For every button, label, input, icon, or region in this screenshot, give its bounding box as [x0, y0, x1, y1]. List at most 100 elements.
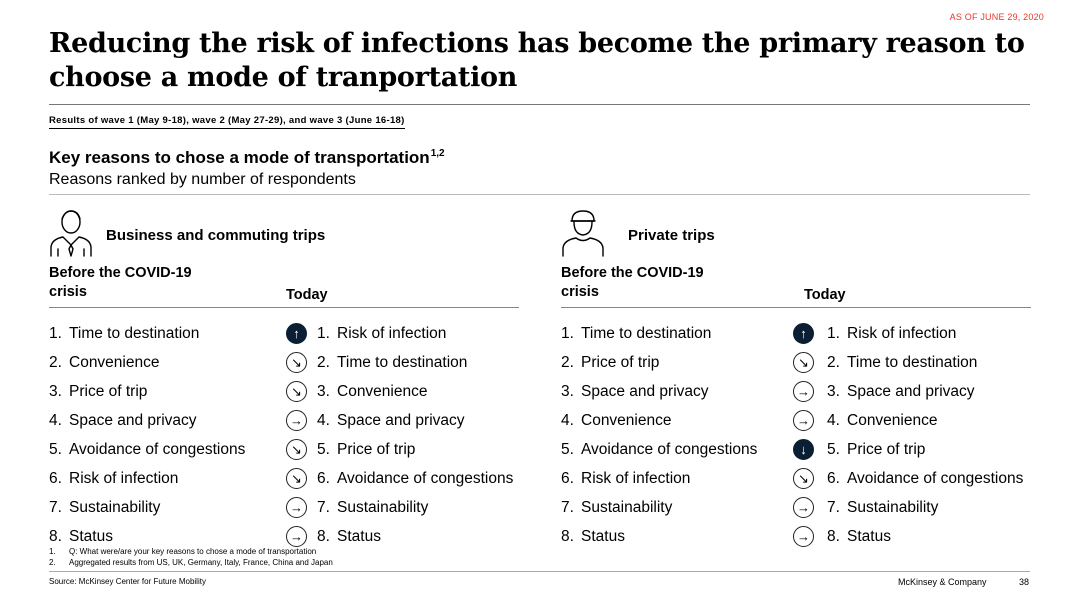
section-divider [49, 194, 1030, 195]
panel-title: Business and commuting trips [106, 227, 326, 244]
today-rank: 6. [827, 470, 840, 487]
arrow-up-icon: ↑ [286, 323, 307, 344]
arrow-down-right-icon: ↘ [286, 468, 307, 489]
today-reason-label: Sustainability [847, 499, 939, 516]
today-reason: 8. Status [317, 528, 381, 546]
footnote-text: Aggregated results from US, UK, Germany,… [69, 558, 333, 567]
before-rank: 2. [49, 354, 62, 371]
today-reason: 1. Risk of infection [317, 325, 446, 343]
arrow-right-icon: → [793, 497, 814, 518]
before-column-header: Before the COVID-19 crisis [49, 265, 192, 300]
before-rank: 3. [561, 383, 574, 400]
ranking-row: 3. Space and privacy → 3. Space and privacy [561, 381, 1031, 412]
businessman-icon [50, 210, 92, 257]
today-reason-label: Risk of infection [337, 325, 447, 342]
today-reason: 3. Convenience [317, 383, 427, 401]
before-rank: 6. [49, 470, 62, 487]
today-reason-label: Avoidance of congestions [847, 470, 1024, 487]
before-reason-label: Avoidance of congestions [581, 441, 758, 458]
before-reason: 6. Risk of infection [561, 470, 690, 488]
arrow-right-icon: → [793, 526, 814, 547]
today-reason: 5. Price of trip [827, 441, 925, 459]
today-reason-label: Space and privacy [337, 412, 465, 429]
footnote-1: 1. Q: What were/are your key reasons to c… [49, 546, 333, 557]
today-rank: 5. [317, 441, 330, 458]
before-reason: 5. Avoidance of congestions [561, 441, 757, 459]
before-reason-label: Price of trip [581, 354, 660, 371]
today-reason-label: Risk of infection [847, 325, 957, 342]
footnote-number: 2. [49, 558, 56, 567]
before-reason: 1. Time to destination [561, 325, 711, 343]
today-reason-label: Sustainability [337, 499, 429, 516]
panel-title: Private trips [628, 227, 715, 244]
today-reason-label: Avoidance of congestions [337, 470, 514, 487]
today-reason-label: Convenience [337, 383, 428, 400]
today-rank: 1. [317, 325, 330, 342]
before-rank: 5. [561, 441, 574, 458]
before-reason: 1. Time to destination [49, 325, 199, 343]
before-reason-label: Convenience [581, 412, 672, 429]
source-note: Source: McKinsey Center for Future Mobil… [49, 577, 206, 586]
before-reason: 8. Status [49, 528, 113, 546]
ranking-row: 5. Avoidance of congestions ↘ 5. Price of tr… [49, 439, 519, 470]
today-reason: 6. Avoidance of congestions [317, 470, 513, 488]
today-rank: 8. [317, 528, 330, 545]
before-rank: 4. [561, 412, 574, 429]
today-reason-label: Space and privacy [847, 383, 975, 400]
title-divider [49, 104, 1030, 105]
before-reason-label: Sustainability [69, 499, 161, 516]
before-rank: 1. [561, 325, 574, 342]
section-title: Key reasons to chose a mode of transport… [49, 148, 445, 168]
today-reason: 1. Risk of infection [827, 325, 956, 343]
today-rank: 2. [827, 354, 840, 371]
before-reason-label: Time to destination [581, 325, 712, 342]
arrow-down-right-icon: ↘ [286, 381, 307, 402]
arrow-right-icon: → [286, 497, 307, 518]
today-reason-label: Convenience [847, 412, 938, 429]
panel-business-commuting: Business and commuting trips Before the … [49, 205, 519, 550]
before-reason: 2. Price of trip [561, 354, 659, 372]
ranking-row: 6. Risk of infection ↘ 6. Avoidance of conge… [561, 468, 1031, 499]
before-rank: 3. [49, 383, 62, 400]
before-rank: 5. [49, 441, 62, 458]
before-reason-label: Sustainability [581, 499, 673, 516]
before-reason-label: Space and privacy [69, 412, 197, 429]
section-title-footnote-ref: 1,2 [430, 148, 445, 159]
ranking-row: 6. Risk of infection ↘ 6. Avoidance of conge… [49, 468, 519, 499]
before-reason-label: Status [69, 528, 113, 545]
ranking-row: 4. Convenience → 4. Convenience [561, 410, 1031, 441]
ranking-row: 8. Status → 8. Status [49, 526, 519, 557]
ranking-row: 8. Status → 8. Status [561, 526, 1031, 557]
before-rank: 2. [561, 354, 574, 371]
before-rank: 8. [561, 528, 574, 545]
ranking-row: 7. Sustainability → 7. Sustainability [561, 497, 1031, 528]
today-reason-label: Time to destination [337, 354, 468, 371]
before-reason: 7. Sustainability [49, 499, 160, 517]
before-reason: 5. Avoidance of congestions [49, 441, 245, 459]
arrow-down-right-icon: ↘ [793, 352, 814, 373]
ranking-row: 1. Time to destination ↑ 1. Risk of infectio… [49, 323, 519, 354]
today-reason-label: Status [337, 528, 381, 545]
ranking-row: 5. Avoidance of congestions ↓ 5. Price of tr… [561, 439, 1031, 470]
brand-name: McKinsey & Company [898, 577, 987, 587]
before-reason: 3. Price of trip [49, 383, 147, 401]
footnotes: 1. Q: What were/are your key reasons to c… [49, 546, 333, 568]
arrow-right-icon: → [793, 381, 814, 402]
today-rank: 3. [317, 383, 330, 400]
panel-private-trips: Private trips Before the COVID-19 crisis… [561, 205, 1031, 550]
footer-divider [49, 571, 1030, 572]
ranking-row: 1. Time to destination ↑ 1. Risk of infectio… [561, 323, 1031, 354]
today-reason: 4. Convenience [827, 412, 937, 430]
today-column-header: Today [286, 287, 328, 303]
before-reason-label: Time to destination [69, 325, 200, 342]
today-reason-label: Price of trip [847, 441, 926, 458]
section-title-text: Key reasons to chose a mode of transport… [49, 148, 430, 167]
today-reason: 3. Space and privacy [827, 383, 975, 401]
today-reason: 7. Sustainability [317, 499, 428, 517]
before-reason: 4. Convenience [561, 412, 671, 430]
arrow-down-right-icon: ↘ [793, 468, 814, 489]
arrow-down-right-icon: ↘ [286, 439, 307, 460]
arrow-right-icon: → [286, 526, 307, 547]
ranking-row: 2. Price of trip ↘ 2. Time to destination [561, 352, 1031, 383]
panel-divider [49, 307, 519, 308]
